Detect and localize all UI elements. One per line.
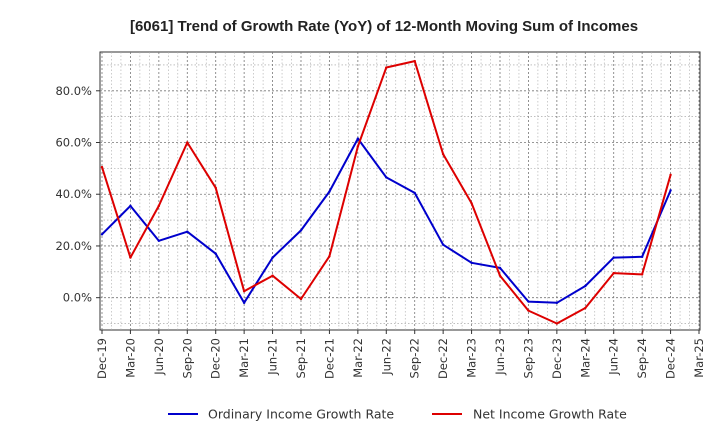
y-tick-label: 80.0% (55, 84, 92, 98)
data-point (299, 229, 303, 232)
x-tick-label: Dec-22 (436, 338, 450, 379)
data-point (527, 309, 530, 312)
data-point (584, 306, 587, 310)
data-point (441, 243, 445, 246)
data-point (157, 239, 161, 242)
x-tick-label: Mar-22 (351, 338, 365, 378)
plot-frame (99, 51, 701, 331)
data-point (271, 274, 274, 277)
data-point (271, 256, 274, 259)
x-tick-label: Jun-21 (266, 338, 280, 376)
y-tick-label: 20.0% (55, 239, 92, 253)
x-tick-label: Mar-25 (692, 338, 706, 378)
data-point (612, 271, 615, 275)
x-tick-label: Jun-24 (607, 338, 621, 376)
x-tick-label: Dec-21 (322, 338, 336, 379)
x-tick-label: Jun-20 (152, 338, 166, 376)
data-point (669, 173, 672, 177)
data-point (186, 141, 189, 144)
data-point (498, 274, 502, 277)
data-point (413, 191, 416, 195)
x-tick-label: Sep-24 (635, 338, 649, 378)
x-tick-label: Sep-21 (294, 338, 308, 378)
x-tick-label: Sep-20 (180, 338, 194, 378)
data-point (242, 301, 246, 305)
data-point (385, 66, 388, 69)
gridlines (100, 52, 700, 330)
data-point (186, 230, 189, 233)
data-point (470, 261, 473, 264)
data-point (527, 300, 530, 303)
y-tick-label: 0.0% (63, 291, 92, 305)
x-tick-label: Mar-20 (123, 338, 137, 378)
data-point (470, 202, 473, 205)
data-point (328, 255, 331, 258)
x-tick-label: Dec-23 (550, 338, 564, 379)
data-point (242, 290, 246, 293)
data-point (413, 59, 416, 63)
data-point (328, 190, 331, 193)
x-tick-label: Sep-22 (408, 338, 422, 378)
legend-label: Ordinary Income Growth Rate (208, 407, 394, 422)
data-point (157, 204, 161, 208)
x-tick-label: Jun-22 (379, 338, 393, 376)
data-point (214, 186, 217, 189)
data-point (555, 301, 559, 305)
data-point (669, 189, 672, 192)
data-point (640, 255, 644, 259)
x-axis-ticks: Dec-19 Mar-20 Jun-20 Sep-20 Dec-20 Mar-21 Jun-… (95, 330, 706, 379)
x-tick-label: Mar-24 (578, 338, 592, 378)
x-tick-label: Sep-23 (521, 338, 535, 378)
data-point (100, 165, 104, 169)
data-point (441, 152, 445, 156)
y-axis-ticks: 0.0% 20.0% 40.0% 60.0% 80.0% (55, 84, 100, 305)
data-point (612, 256, 615, 259)
series-lines (100, 59, 672, 325)
data-point (555, 322, 559, 325)
data-point (640, 273, 644, 276)
data-point (498, 266, 502, 270)
y-tick-label: 40.0% (55, 187, 92, 201)
x-tick-label: Dec-20 (209, 338, 223, 379)
data-point (356, 145, 360, 148)
legend-label: Net Income Growth Rate (473, 407, 627, 422)
x-tick-label: Mar-21 (237, 338, 251, 378)
x-tick-label: Jun-23 (493, 338, 507, 376)
data-point (385, 176, 388, 179)
data-point (129, 204, 132, 208)
data-point (129, 256, 132, 259)
data-point (214, 252, 217, 255)
x-tick-label: Dec-19 (95, 338, 109, 379)
data-point (299, 297, 303, 301)
data-point (100, 233, 104, 236)
x-tick-label: Mar-23 (465, 338, 479, 378)
data-point (356, 137, 360, 140)
data-point (584, 284, 587, 288)
legend: Ordinary Income Growth Rate Net Income Gr… (168, 407, 627, 422)
x-tick-label: Dec-24 (664, 338, 678, 379)
y-tick-label: 60.0% (55, 136, 92, 150)
chart-title: [6061] Trend of Growth Rate (YoY) of 12-… (130, 18, 638, 35)
